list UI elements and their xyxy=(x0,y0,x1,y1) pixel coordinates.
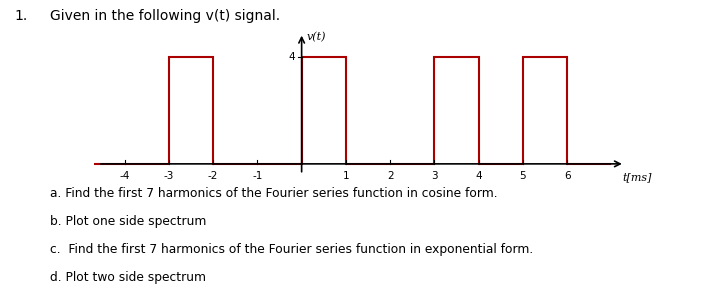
Text: 3: 3 xyxy=(431,171,438,181)
Text: d. Plot two side spectrum: d. Plot two side spectrum xyxy=(50,271,207,284)
Text: -1: -1 xyxy=(252,171,263,181)
Text: Given in the following v(t) signal.: Given in the following v(t) signal. xyxy=(50,9,281,23)
Text: v(t): v(t) xyxy=(307,31,326,42)
Text: 5: 5 xyxy=(520,171,526,181)
Text: t[ms]: t[ms] xyxy=(623,172,652,182)
Text: 1.: 1. xyxy=(14,9,27,23)
Text: -4: -4 xyxy=(120,171,130,181)
Text: 1: 1 xyxy=(343,171,349,181)
Text: c.  Find the first 7 harmonics of the Fourier series function in exponential for: c. Find the first 7 harmonics of the Fou… xyxy=(50,243,534,256)
Text: a. Find the first 7 harmonics of the Fourier series function in cosine form.: a. Find the first 7 harmonics of the Fou… xyxy=(50,187,498,200)
Text: b. Plot one side spectrum: b. Plot one side spectrum xyxy=(50,215,207,228)
Text: 2: 2 xyxy=(387,171,393,181)
Text: -2: -2 xyxy=(208,171,218,181)
Text: -3: -3 xyxy=(163,171,174,181)
Text: 4: 4 xyxy=(475,171,482,181)
Text: 6: 6 xyxy=(564,171,570,181)
Text: 4: 4 xyxy=(289,52,295,62)
